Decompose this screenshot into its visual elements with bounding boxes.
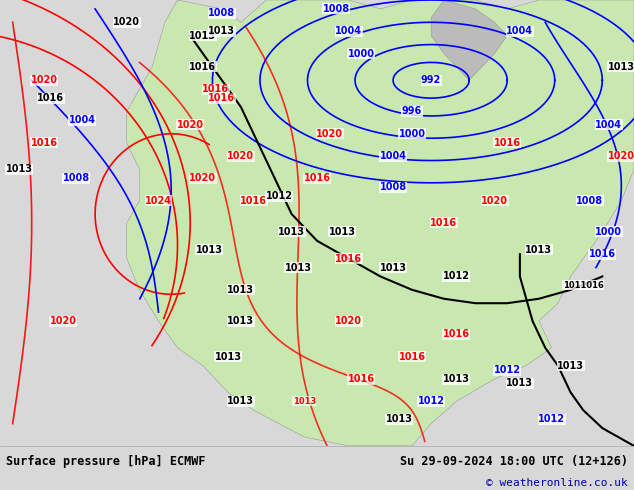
Text: 1016: 1016 bbox=[240, 196, 267, 206]
Text: 1013: 1013 bbox=[386, 414, 413, 424]
Text: 1000: 1000 bbox=[348, 49, 375, 58]
Text: 1008: 1008 bbox=[380, 182, 406, 192]
Text: 1013: 1013 bbox=[443, 374, 470, 384]
Text: 1016: 1016 bbox=[494, 138, 521, 147]
Text: 1016: 1016 bbox=[37, 93, 64, 103]
Text: © weatheronline.co.uk: © weatheronline.co.uk bbox=[486, 478, 628, 489]
Text: 1013: 1013 bbox=[228, 285, 254, 295]
Text: 1013: 1013 bbox=[329, 227, 356, 237]
Text: Su 29-09-2024 18:00 UTC (12+126): Su 29-09-2024 18:00 UTC (12+126) bbox=[399, 455, 628, 468]
Text: 1016: 1016 bbox=[209, 93, 235, 103]
Text: 1013: 1013 bbox=[380, 263, 406, 272]
Text: 1016: 1016 bbox=[190, 62, 216, 72]
Text: 1016: 1016 bbox=[589, 249, 616, 259]
Text: 1013: 1013 bbox=[228, 396, 254, 406]
Text: 1020: 1020 bbox=[31, 75, 58, 85]
Text: 1013: 1013 bbox=[557, 361, 584, 370]
Text: 1024: 1024 bbox=[145, 196, 172, 206]
Polygon shape bbox=[431, 0, 507, 80]
Text: 1016: 1016 bbox=[335, 254, 362, 264]
Text: 1000: 1000 bbox=[595, 227, 622, 237]
Text: 1020: 1020 bbox=[316, 129, 343, 139]
Text: 1013: 1013 bbox=[293, 397, 316, 406]
Text: 1012: 1012 bbox=[494, 365, 521, 375]
Text: 1020: 1020 bbox=[113, 17, 140, 27]
Text: 1013: 1013 bbox=[215, 352, 242, 362]
Text: 1016: 1016 bbox=[430, 218, 457, 228]
Text: 1004: 1004 bbox=[507, 26, 533, 36]
Text: 1020: 1020 bbox=[50, 316, 77, 326]
Text: 1013: 1013 bbox=[190, 31, 216, 41]
Text: 1004: 1004 bbox=[595, 120, 622, 130]
Text: 1020: 1020 bbox=[177, 120, 204, 130]
Text: 1016: 1016 bbox=[31, 138, 58, 147]
Text: 1013: 1013 bbox=[507, 378, 533, 389]
Text: 1016: 1016 bbox=[348, 374, 375, 384]
Text: 1020: 1020 bbox=[190, 173, 216, 183]
Text: 1016: 1016 bbox=[443, 329, 470, 340]
Polygon shape bbox=[127, 0, 634, 446]
Text: 1000: 1000 bbox=[399, 129, 425, 139]
Text: 992: 992 bbox=[421, 75, 441, 85]
Text: 1013: 1013 bbox=[228, 316, 254, 326]
Text: 1016: 1016 bbox=[304, 173, 330, 183]
Text: 1013: 1013 bbox=[526, 245, 552, 255]
Text: 1020: 1020 bbox=[228, 151, 254, 161]
Text: 996: 996 bbox=[402, 106, 422, 117]
Text: 1020: 1020 bbox=[481, 196, 508, 206]
Text: 1020: 1020 bbox=[608, 151, 634, 161]
Text: 1008: 1008 bbox=[576, 196, 603, 206]
Text: 1012: 1012 bbox=[266, 191, 292, 201]
Text: 1008: 1008 bbox=[209, 8, 235, 19]
Text: 1016: 1016 bbox=[399, 352, 425, 362]
Text: Surface pressure [hPa] ECMWF: Surface pressure [hPa] ECMWF bbox=[6, 455, 206, 468]
Text: 1016: 1016 bbox=[202, 84, 229, 94]
Text: 1013: 1013 bbox=[209, 26, 235, 36]
Text: 1013: 1013 bbox=[608, 62, 634, 72]
Text: 1013: 1013 bbox=[285, 263, 311, 272]
Text: 1012: 1012 bbox=[538, 414, 565, 424]
Text: 1012: 1012 bbox=[418, 396, 444, 406]
Text: 1004: 1004 bbox=[69, 115, 96, 125]
Text: 1013: 1013 bbox=[278, 227, 305, 237]
Text: 1004: 1004 bbox=[335, 26, 362, 36]
Text: 1013: 1013 bbox=[196, 245, 223, 255]
Text: 1013: 1013 bbox=[6, 165, 32, 174]
Text: 1004: 1004 bbox=[380, 151, 406, 161]
Text: 1011016: 1011016 bbox=[563, 281, 604, 290]
Text: 1008: 1008 bbox=[323, 4, 349, 14]
Text: 1008: 1008 bbox=[63, 173, 89, 183]
Text: 1012: 1012 bbox=[443, 271, 470, 281]
Text: 1020: 1020 bbox=[335, 316, 362, 326]
